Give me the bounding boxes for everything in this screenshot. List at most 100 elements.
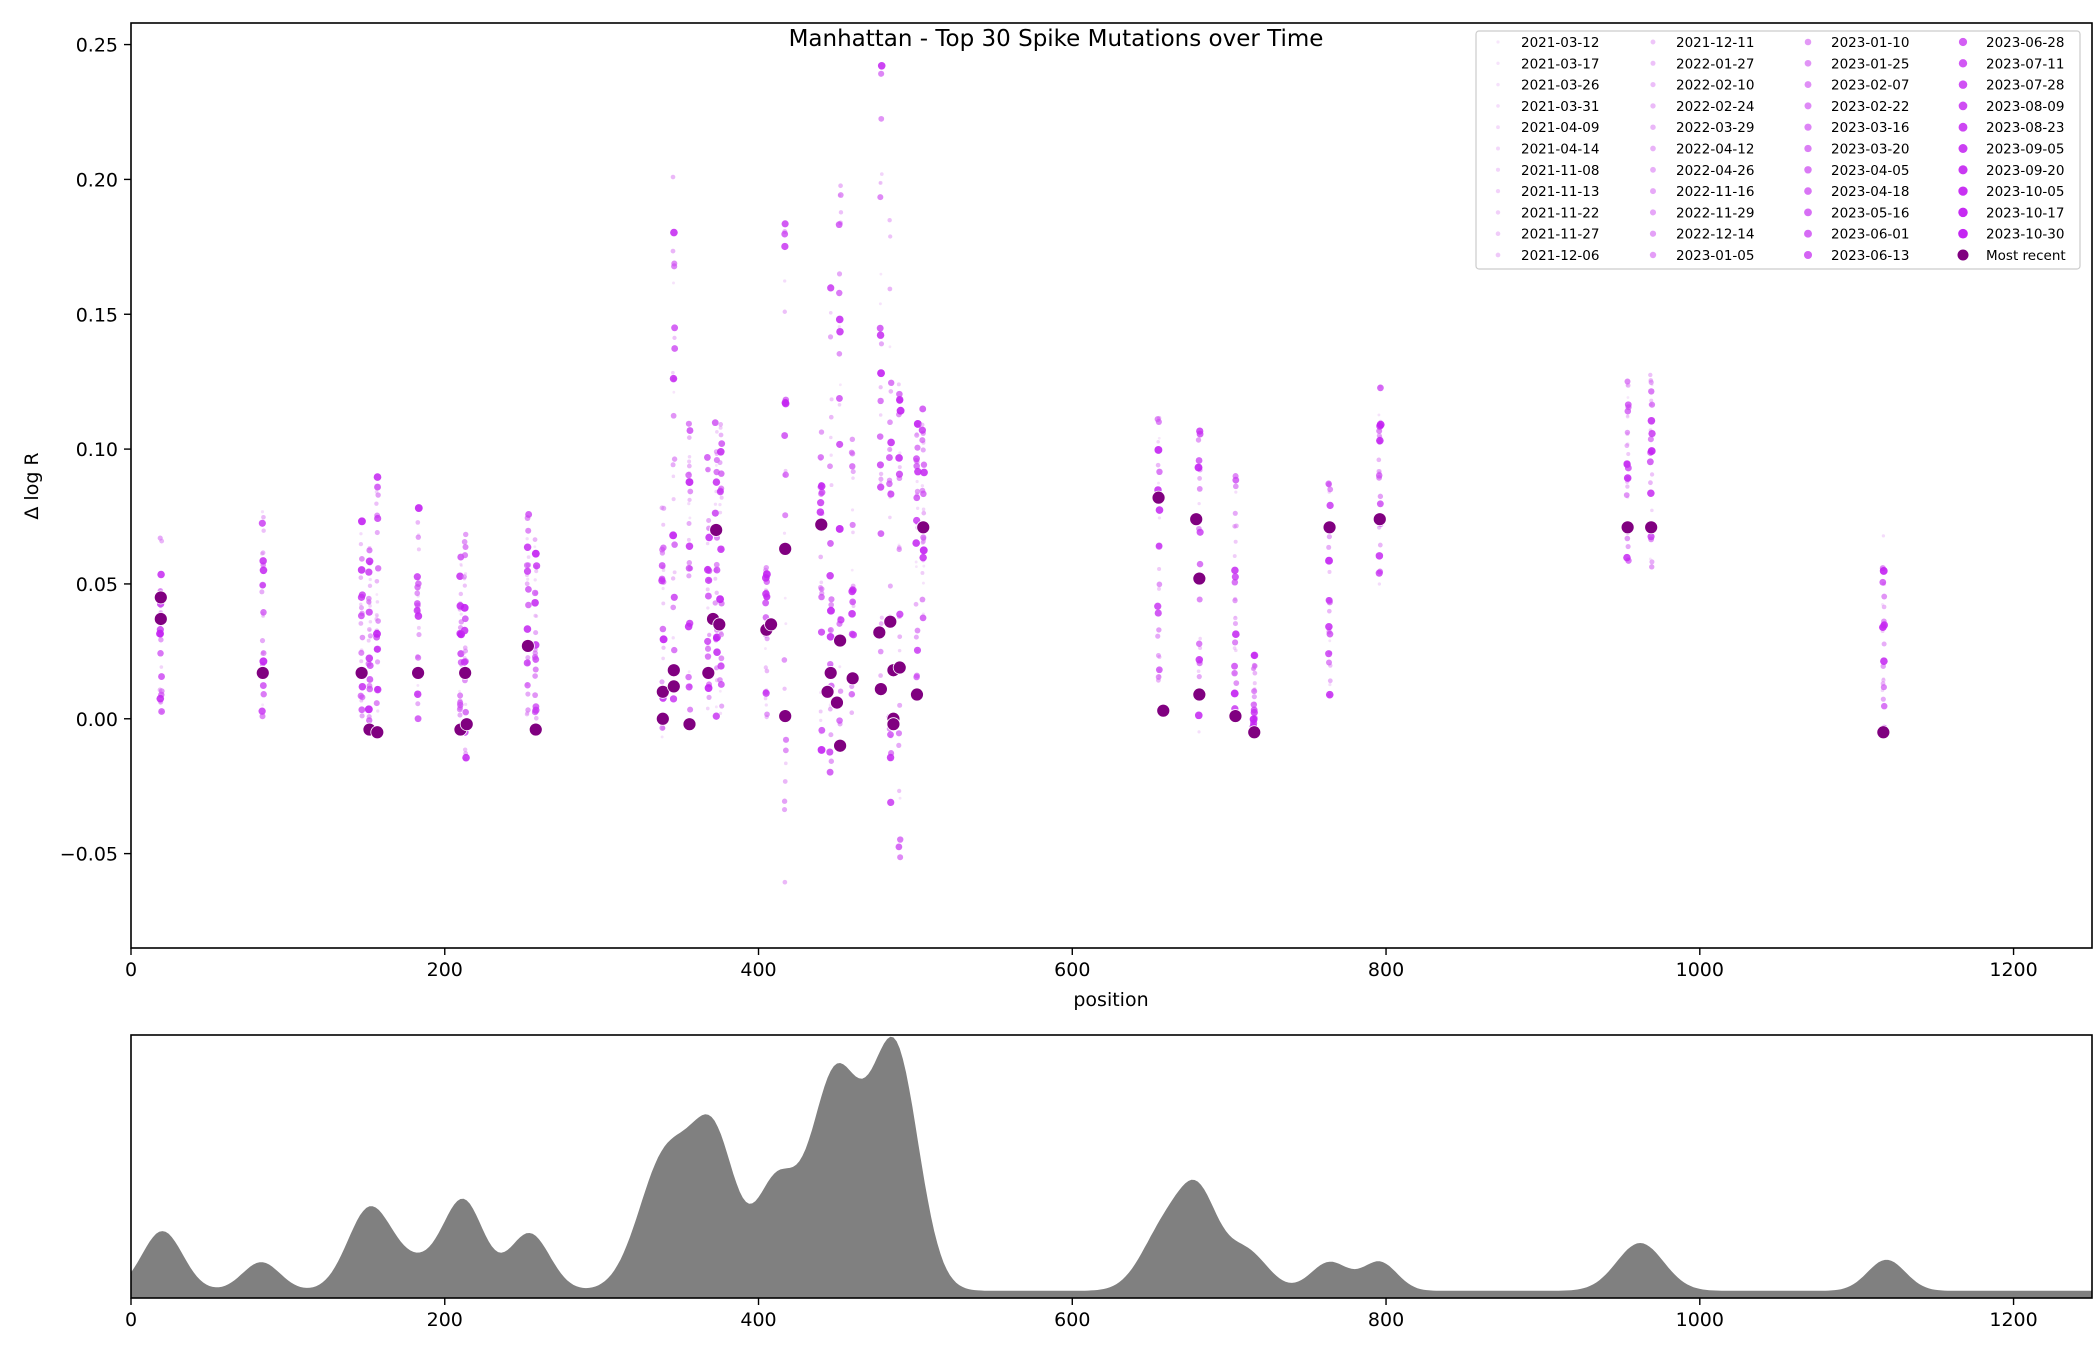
history-point	[259, 581, 267, 589]
most-recent-point	[1189, 512, 1204, 527]
legend-marker	[1804, 187, 1812, 195]
legend-label: 2022-02-10	[1676, 78, 1754, 94]
history-point	[828, 758, 835, 764]
history-point	[1233, 615, 1238, 621]
history-point	[921, 581, 925, 585]
history-point	[1252, 681, 1257, 686]
history-point	[156, 694, 165, 703]
most-recent-point	[1151, 490, 1166, 505]
history-point	[878, 181, 882, 185]
history-point	[671, 324, 679, 332]
history-point	[764, 668, 770, 674]
legend-marker	[1496, 104, 1500, 108]
history-point	[829, 483, 834, 488]
legend-label: 2023-10-17	[1986, 205, 2064, 221]
legend-label: 2021-03-31	[1521, 99, 1599, 115]
most-recent-point	[814, 517, 829, 532]
history-point	[525, 586, 532, 593]
most-recent-point	[153, 612, 168, 626]
history-point	[1156, 468, 1163, 476]
history-point	[534, 614, 539, 618]
history-point	[359, 713, 365, 719]
history-point	[716, 488, 724, 496]
history-point	[1648, 379, 1654, 385]
history-point	[1196, 669, 1201, 674]
legend-label: 2021-03-12	[1521, 35, 1599, 51]
history-point	[523, 562, 531, 569]
history-point	[375, 593, 379, 596]
history-point	[1196, 427, 1204, 435]
history-point	[259, 557, 267, 565]
history-point	[828, 310, 833, 315]
history-point	[525, 511, 533, 518]
history-point	[260, 609, 267, 616]
history-point	[827, 540, 834, 547]
history-point	[375, 614, 379, 618]
history-point	[782, 512, 789, 519]
history-point	[896, 610, 904, 618]
most-recent-point	[666, 663, 681, 678]
history-point	[671, 370, 675, 375]
history-point	[783, 761, 788, 766]
history-point	[1326, 534, 1332, 540]
history-point	[1232, 597, 1238, 604]
history-point	[461, 574, 467, 580]
history-point	[1376, 500, 1384, 508]
history-point	[366, 547, 373, 554]
history-point	[717, 460, 723, 466]
history-point	[849, 631, 857, 639]
history-point	[533, 545, 537, 549]
legend-marker	[1804, 59, 1812, 67]
history-point	[705, 587, 710, 592]
history-point	[374, 514, 382, 523]
history-point	[718, 422, 724, 427]
density-x-tick-label: 0	[125, 1309, 137, 1331]
most-recent-point	[845, 671, 860, 686]
history-point	[462, 747, 468, 752]
history-point	[1231, 566, 1239, 575]
history-point	[1196, 674, 1202, 680]
history-point	[914, 444, 921, 451]
most-recent-point	[873, 682, 888, 697]
history-point	[781, 798, 788, 804]
history-point	[1231, 669, 1238, 677]
history-point	[849, 436, 856, 443]
history-point	[1647, 436, 1654, 443]
history-point	[373, 473, 382, 481]
history-point	[1155, 666, 1163, 674]
most-recent-points-layer	[153, 490, 1891, 753]
history-point	[913, 494, 921, 502]
history-point	[670, 228, 678, 237]
history-point	[260, 510, 265, 514]
history-point	[877, 194, 884, 201]
history-point	[1249, 715, 1258, 724]
history-point	[414, 504, 423, 512]
history-point	[532, 666, 539, 673]
history-point	[848, 587, 856, 596]
history-point	[888, 234, 893, 239]
history-point	[913, 634, 919, 640]
history-point	[661, 656, 665, 661]
main-y-axis-label: Δ log R	[21, 452, 43, 519]
history-point	[878, 385, 883, 390]
history-point	[261, 514, 266, 520]
history-point	[260, 650, 267, 656]
history-point	[704, 592, 712, 600]
most-recent-point	[833, 738, 847, 753]
history-point	[462, 708, 469, 716]
history-point	[1155, 506, 1164, 514]
history-point	[416, 683, 420, 687]
legend-label: 2021-11-08	[1521, 163, 1599, 179]
history-point	[838, 210, 844, 215]
history-point	[876, 331, 885, 339]
history-point	[896, 390, 903, 398]
history-point	[670, 174, 676, 180]
history-point	[827, 660, 834, 668]
history-point	[1157, 566, 1162, 572]
history-point	[457, 692, 464, 699]
history-point	[1196, 528, 1204, 536]
history-point	[359, 532, 363, 536]
history-point	[374, 530, 380, 536]
most-recent-point	[892, 660, 907, 675]
